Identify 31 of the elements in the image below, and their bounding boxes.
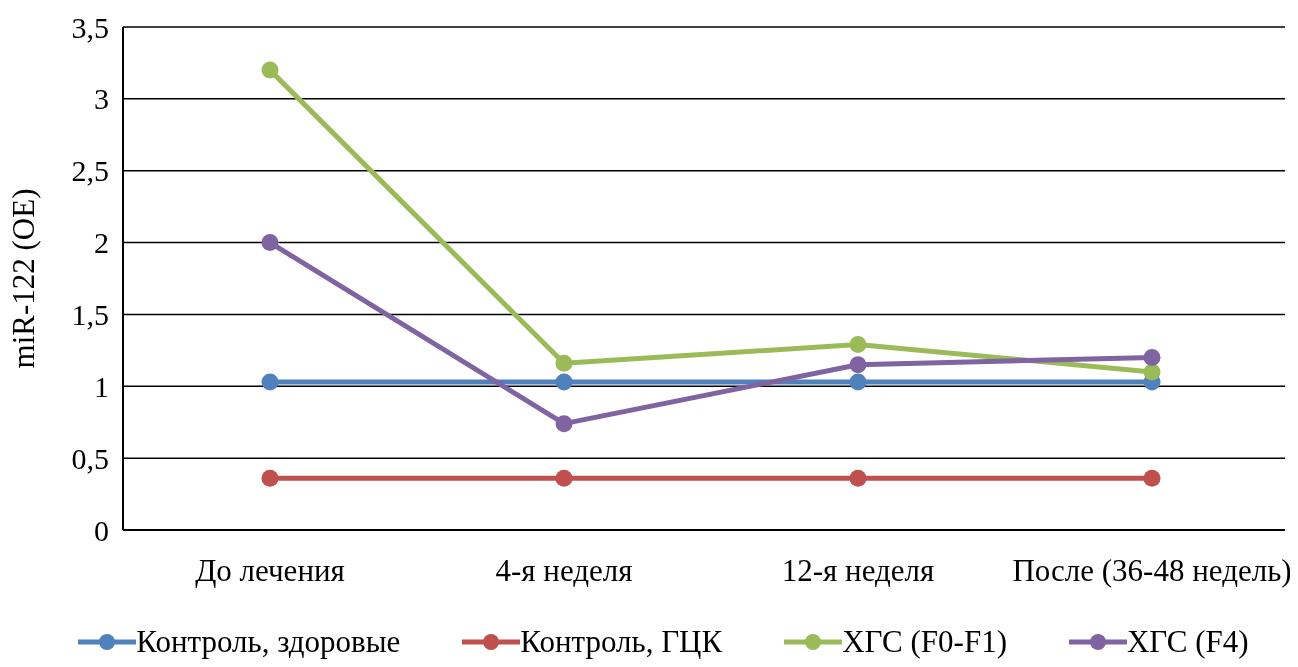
y-tick-label: 3,5 (71, 10, 109, 44)
y-tick-label: 3 (94, 82, 109, 116)
x-tick-label: 12-я неделя (781, 553, 935, 589)
x-tick-label: 4-я неделя (495, 553, 633, 589)
y-tick-label: 1 (94, 369, 109, 403)
x-tick-label: До лечения (195, 553, 345, 589)
y-tick-label: 2 (94, 226, 109, 260)
y-tick-label: 0 (94, 513, 109, 547)
y-tick-label: 1,5 (71, 297, 109, 331)
point (555, 469, 573, 487)
legend-label: ХГС (F0-F1) (842, 624, 1007, 659)
legend-label: Контроль, здоровые (136, 624, 401, 659)
legend-label: Контроль, ГЦК (520, 624, 723, 659)
point (555, 373, 573, 391)
y-axis-title: miR-122 (OE) (5, 188, 41, 369)
legend-label: ХГС (F4) (1126, 624, 1249, 659)
x-tick-label: После (36-48 недель) (1012, 553, 1292, 589)
point (849, 469, 867, 487)
point (555, 415, 573, 433)
point (1143, 349, 1161, 367)
point (261, 61, 279, 79)
point (1143, 469, 1161, 487)
point (261, 373, 279, 391)
point (555, 354, 573, 372)
point (849, 336, 867, 354)
point (261, 234, 279, 252)
point (261, 469, 279, 487)
point (849, 356, 867, 374)
y-tick-label: 2,5 (71, 154, 109, 188)
point (849, 373, 867, 391)
y-tick-label: 0,5 (71, 441, 109, 475)
